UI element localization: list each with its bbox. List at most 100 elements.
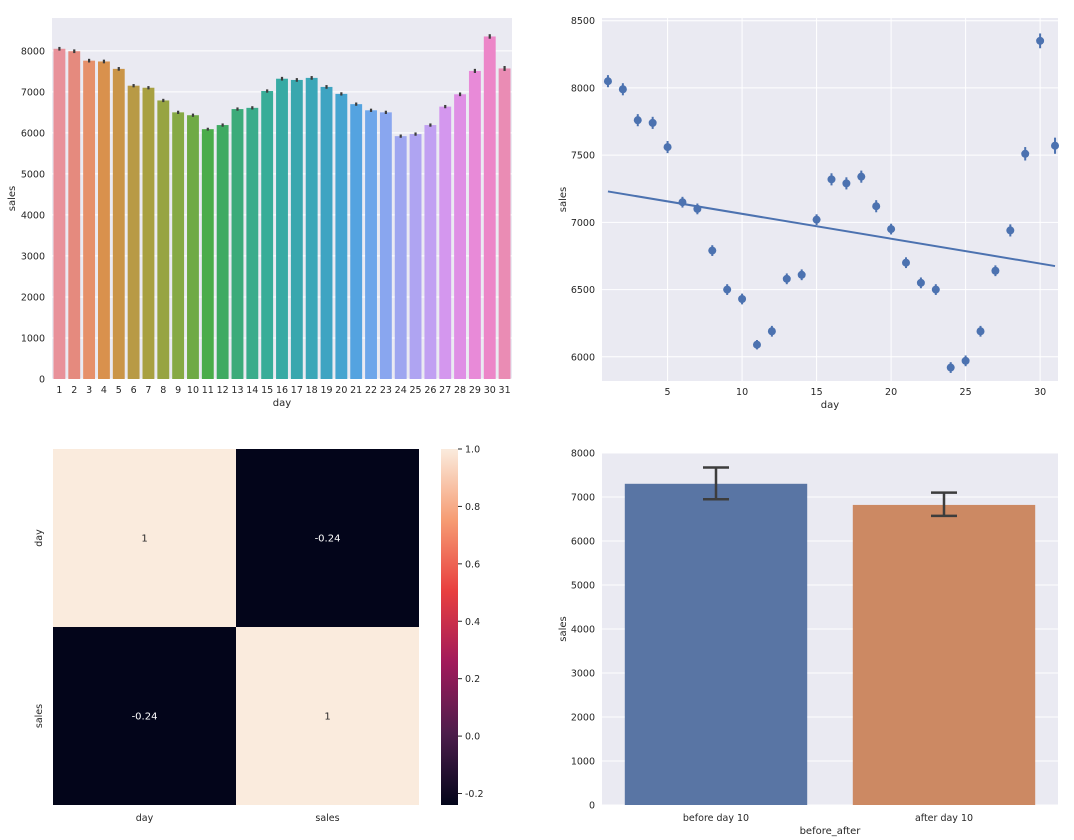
bar [157,100,170,379]
y-tick-label: 6000 [21,128,45,139]
data-point [812,215,821,224]
bar [142,87,155,379]
x-tick-label: 10 [187,385,199,396]
data-point [1021,149,1030,158]
bar [624,483,808,805]
bar [424,125,437,379]
x-tick-label: 28 [454,385,466,396]
x-tick-label: 25 [960,387,972,398]
y-axis-label: sales [558,187,569,212]
y-tick-label: 7000 [571,493,595,504]
x-tick-label: 23 [380,385,392,396]
bar [172,112,185,380]
y-tick-label: 3000 [571,669,595,680]
x-tick-label: 29 [469,385,481,396]
heatmap-cell [53,627,236,805]
data-point [946,363,955,372]
chart-day-scatter-regression: 6000 6500 7000 7500 8000 8500 5 10 15 20 25 30 day sa… [558,16,1060,411]
y-tick-label: 8000 [571,449,595,460]
x-tick-label: 24 [395,385,407,396]
y-tick-label: 8000 [21,46,45,57]
x-tick-label: 20 [335,385,347,396]
data-point [1051,141,1060,150]
bar [439,106,452,379]
y-tick-label: 5000 [21,169,45,180]
y-tick-label: 3000 [21,251,45,262]
x-axis-label: day [821,400,839,411]
bar [201,129,214,379]
bar [68,51,81,380]
bar [379,112,392,380]
x-tick-label: 31 [499,385,511,396]
y-tick-label: 8000 [571,83,595,94]
x-tick-label: 20 [885,387,897,398]
data-point [663,143,672,152]
y-tick-label: 0 [39,375,45,386]
bar [83,60,96,379]
bar [454,94,466,379]
cell-label: -0.24 [132,712,158,723]
bar [127,85,140,379]
y-tick-label: 7000 [21,87,45,98]
bar [53,48,66,380]
data-point [723,285,732,294]
y-tick-label: 4000 [571,625,595,636]
x-tick-label: before day 10 [683,813,749,824]
data-point [618,85,627,94]
data-point [1036,36,1045,45]
data-point [603,77,612,86]
data-point [931,285,940,294]
y-tick-label: 5000 [571,581,595,592]
y-tick-label: 1000 [571,757,595,768]
y-axis-label: sales [7,186,18,211]
x-axis-label: day [273,398,291,409]
colorbar-tick-label: 0.4 [465,617,480,628]
heatmap-cell [236,627,419,805]
x-tick-label: 9 [175,385,181,396]
data-point [708,246,717,255]
y-tick-label: 1000 [21,333,45,344]
colorbar [441,449,458,805]
x-tick-label: 25 [410,385,422,396]
data-point [991,266,1000,275]
data-point [961,356,970,365]
data-point [693,204,702,213]
colorbar-tick-label: 0.2 [465,674,480,685]
x-tick-label: 4 [101,385,107,396]
x-tick-label: 13 [231,385,243,396]
data-point [678,198,687,207]
bar [365,110,377,379]
data-point [738,294,747,303]
y-tick-label: 7000 [571,218,595,229]
heatmap-cell [236,449,419,627]
x-tick-label: 7 [145,385,151,396]
bar [276,78,288,380]
data-point [782,274,791,283]
bar [350,104,363,379]
x-tick-label: 1 [56,385,62,396]
column-label: day [136,813,154,824]
y-tick-label: 6000 [571,537,595,548]
data-point [827,175,836,184]
y-tick-label: 4000 [21,210,45,221]
bar [335,93,348,380]
data-point [797,270,806,279]
y-tick-label: 6500 [571,285,595,296]
bar [187,115,199,379]
x-tick-label: 30 [484,385,496,396]
bar [483,36,496,379]
x-tick-label: 27 [439,385,451,396]
bar [261,91,274,380]
x-tick-label: 10 [736,387,748,398]
x-tick-label: 19 [320,385,332,396]
bar [112,68,125,380]
data-point [872,202,881,211]
y-tick-label: 7500 [571,151,595,162]
cell-label: 1 [141,534,147,545]
x-tick-label: 22 [365,385,377,396]
x-tick-label: 14 [246,385,258,396]
data-point [648,118,657,127]
colorbar-tick-label: 1.0 [465,445,480,456]
